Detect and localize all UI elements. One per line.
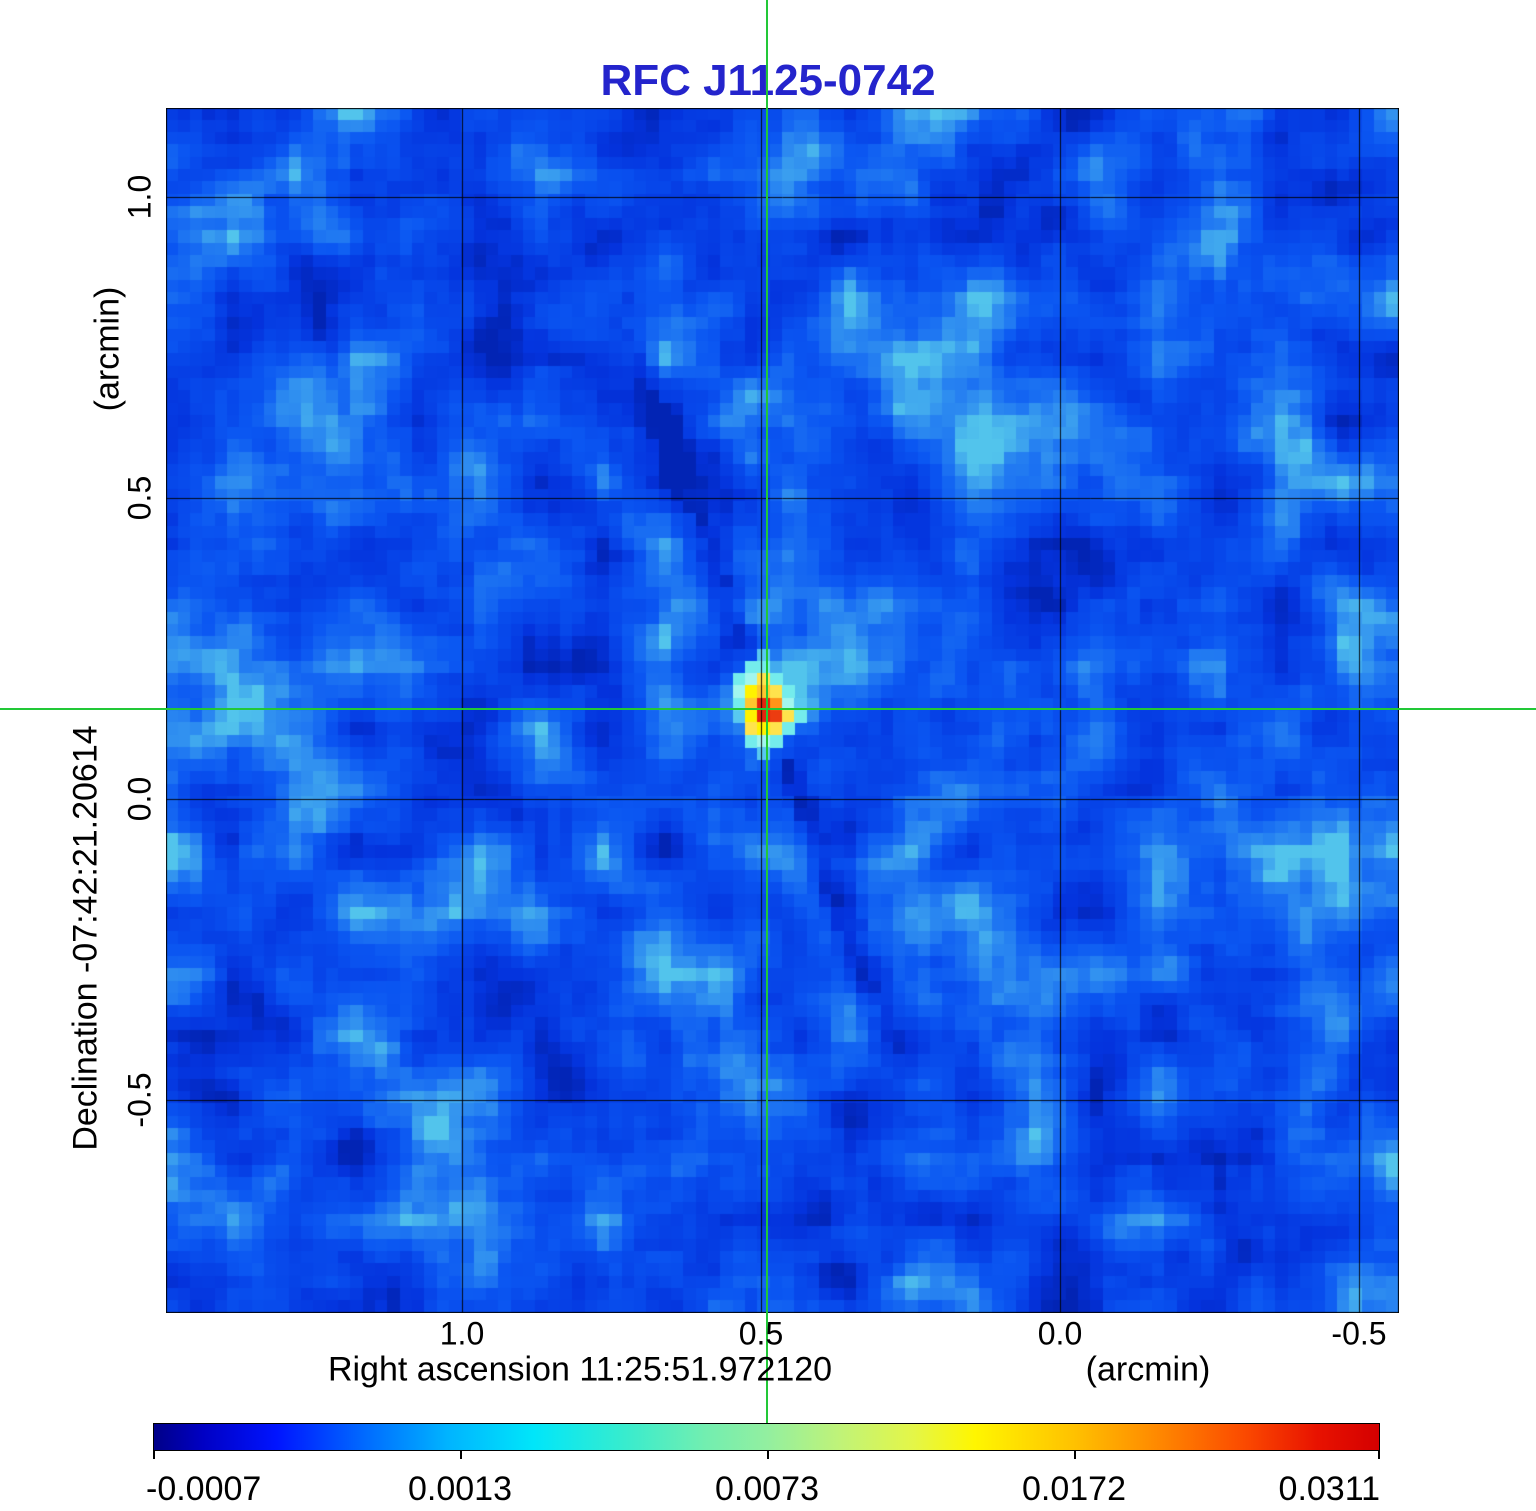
- x-tick-label: 0.5: [738, 1315, 784, 1352]
- y-axis-unit-label: (arcmin): [88, 286, 127, 412]
- colorbar-label: 0.0172: [1022, 1470, 1126, 1508]
- colorbar-label: 0.0311: [1278, 1470, 1380, 1508]
- colorbar-tick: [1378, 1451, 1380, 1459]
- colorbar-label: -0.0007: [146, 1470, 262, 1508]
- crosshair-horizontal-line: [0, 708, 1536, 710]
- y-axis-label: Declination -07:42:21.20614: [66, 725, 105, 1151]
- colorbar-tick: [767, 1451, 769, 1459]
- sky-map-canvas: [166, 108, 1399, 1313]
- page-title: RFC J1125-0742: [600, 56, 936, 105]
- x-tick-label: 1.0: [439, 1315, 485, 1352]
- y-tick-label: 1.0: [121, 174, 158, 220]
- colorbar-tick: [153, 1451, 155, 1459]
- x-tick-label: -0.5: [1331, 1315, 1387, 1352]
- y-tick-label: 0.5: [121, 475, 158, 521]
- colorbar-gradient: [153, 1423, 1380, 1451]
- colorbar-label: 0.0073: [715, 1470, 819, 1508]
- x-axis-unit-label: (arcmin): [1085, 1350, 1211, 1389]
- colorbar-tick: [1074, 1451, 1076, 1459]
- x-axis-label: Right ascension 11:25:51.972120: [327, 1350, 833, 1389]
- y-tick-label: 0.0: [121, 776, 158, 822]
- colorbar-label: 0.0013: [408, 1470, 512, 1508]
- crosshair-vertical-line: [766, 0, 768, 1423]
- x-tick-label: 0.0: [1037, 1315, 1083, 1352]
- y-tick-label: -0.5: [121, 1072, 158, 1128]
- colorbar-tick: [460, 1451, 462, 1459]
